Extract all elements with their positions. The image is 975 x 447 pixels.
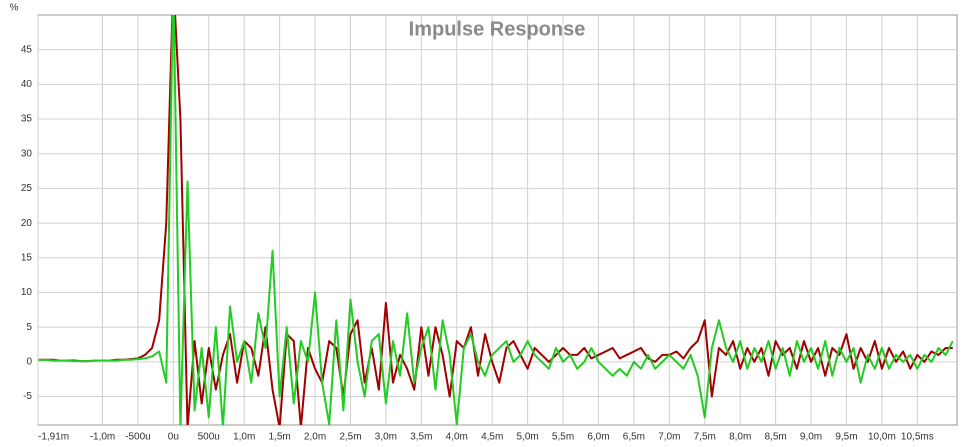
y-axis-label: % — [10, 3, 19, 14]
y-tick-label: 20 — [21, 218, 33, 229]
y-tick-label: 0 — [26, 357, 32, 368]
y-tick-label: 5 — [26, 322, 32, 333]
chart-title: Impulse Response — [409, 18, 586, 40]
x-tick-label: 3,5m — [410, 432, 432, 443]
x-tick-label: 4,5m — [481, 432, 503, 443]
x-tick-label: 2,0m — [304, 432, 326, 443]
x-tick-label: 5,0m — [516, 432, 538, 443]
y-tick-label: 25 — [21, 183, 33, 194]
x-tick-label: 7,0m — [658, 432, 680, 443]
x-tick-label: 5,5m — [552, 432, 574, 443]
x-tick-label: 7,5m — [694, 432, 716, 443]
x-tick-label: 8,0m — [729, 432, 751, 443]
x-tick-label: 500u — [198, 432, 220, 443]
y-tick-label: 15 — [21, 252, 33, 263]
plot-area — [37, 14, 958, 426]
y-tick-label: 40 — [21, 79, 33, 90]
y-tick-label: -5 — [23, 391, 32, 402]
x-tick-label: 10,0m — [868, 432, 896, 443]
x-tick-label: 1,0m — [233, 432, 255, 443]
y-tick-label: 30 — [21, 148, 33, 159]
series-line — [38, 15, 954, 425]
x-tick-label: -1,91m — [38, 432, 69, 443]
x-tick-label: 4,0m — [446, 432, 468, 443]
x-tick-label: -1,0m — [90, 432, 116, 443]
y-tick-label: 35 — [21, 114, 33, 125]
x-tick-label: 9,5m — [835, 432, 857, 443]
x-tick-label: 8,5m — [764, 432, 786, 443]
y-tick-label: 10 — [21, 287, 33, 298]
lines — [38, 15, 954, 425]
x-tick-label: 6,0m — [587, 432, 609, 443]
x-tick-label: 1,5m — [269, 432, 291, 443]
x-tick-label: 0u — [168, 432, 179, 443]
y-tick-label: 45 — [21, 44, 33, 55]
x-tick-label: -500u — [125, 432, 151, 443]
series-line — [38, 15, 953, 425]
x-tick-label: 10,5ms — [901, 432, 934, 443]
x-tick-label: 2,5m — [339, 432, 361, 443]
x-tick-label: 6,5m — [623, 432, 645, 443]
x-tick-label: 3,0m — [375, 432, 397, 443]
x-tick-label: 9,0m — [800, 432, 822, 443]
grid — [37, 15, 957, 425]
